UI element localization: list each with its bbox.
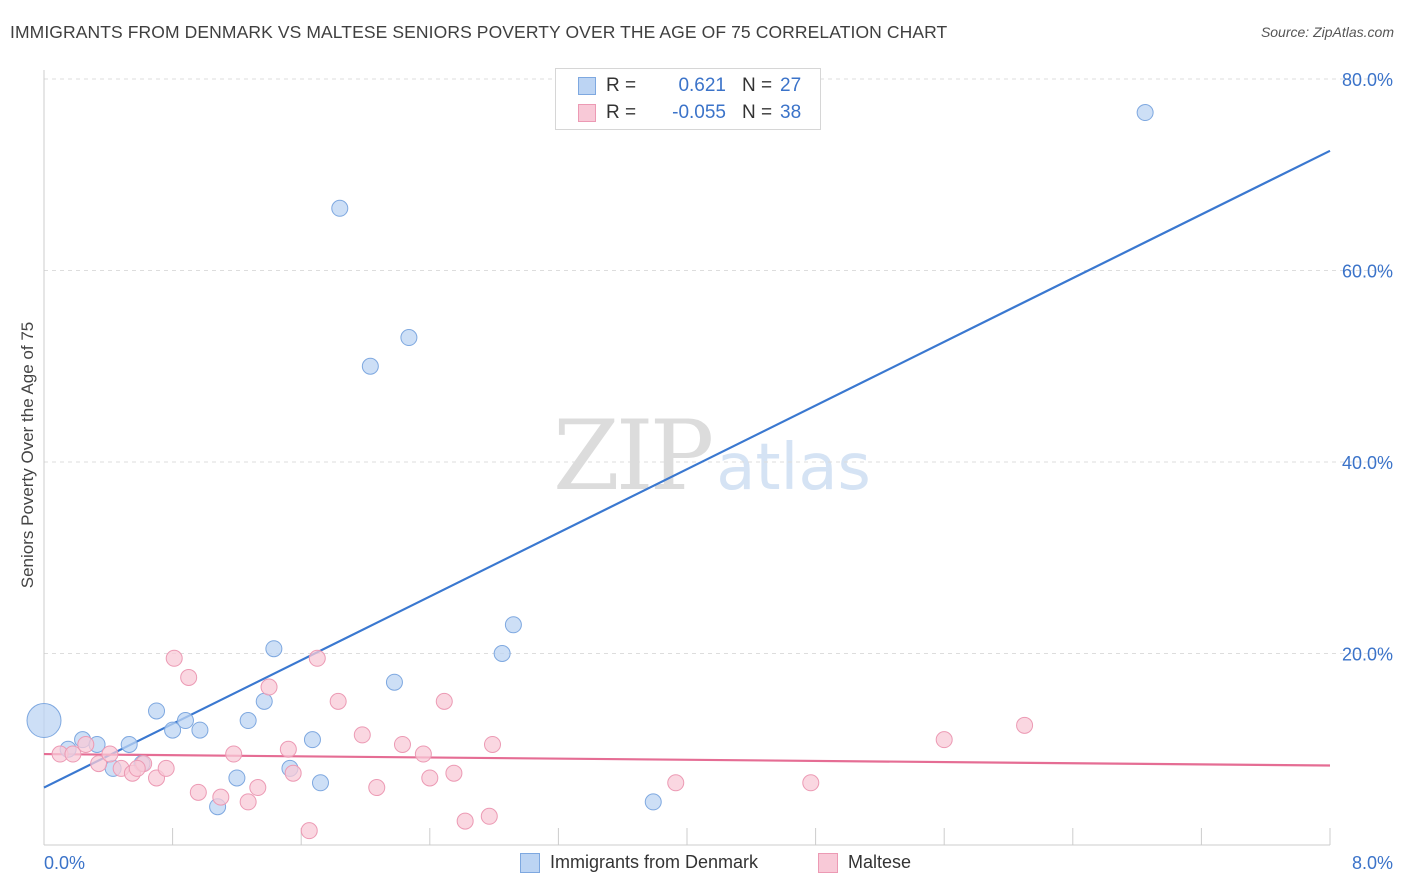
r-label: R =	[606, 102, 637, 123]
n-value: 38	[780, 102, 802, 123]
axes	[43, 70, 1331, 846]
data-point-maltese	[393, 735, 411, 753]
data-point-maltese	[480, 807, 498, 825]
stats-legend: R = 0.621 N = 27 R = -0.055 N = 38	[555, 68, 821, 130]
data-point-maltese	[212, 788, 230, 806]
legend-swatch-pink	[818, 852, 838, 873]
n-value: 27	[780, 75, 802, 96]
data-point-denmark	[164, 721, 182, 739]
data-point-denmark	[239, 712, 257, 730]
grid-lines	[44, 78, 1390, 654]
data-point-denmark	[1136, 104, 1154, 122]
data-point-maltese	[239, 793, 257, 811]
data-point-maltese	[308, 649, 326, 667]
data-point-maltese	[483, 735, 501, 753]
data-point-maltese	[157, 759, 175, 777]
data-point-denmark	[265, 640, 283, 658]
y-tick-label: 40.0%	[1342, 453, 1393, 473]
data-point-maltese	[456, 812, 474, 830]
data-point-maltese	[249, 779, 267, 797]
data-point-denmark	[504, 616, 522, 634]
legend-swatch-pink	[578, 104, 596, 122]
y-tick-label: 60.0%	[1342, 262, 1393, 282]
data-point-maltese	[128, 759, 146, 777]
data-point-maltese	[802, 774, 820, 792]
tick-labels: 20.0% 40.0% 60.0% 80.0% 0.0% 8.0%	[44, 70, 1393, 873]
series-legend: Immigrants from Denmark Maltese	[0, 852, 1406, 876]
data-point-maltese	[353, 726, 371, 744]
trend-lines	[43, 149, 1331, 789]
data-point-maltese	[77, 735, 95, 753]
y-tick-label: 80.0%	[1342, 70, 1393, 90]
data-point-denmark	[120, 735, 138, 753]
stats-legend-row-maltese: R = -0.055 N = 38	[578, 100, 801, 126]
data-point-denmark	[148, 702, 166, 720]
r-value: -0.055	[672, 102, 726, 123]
data-point-maltese	[667, 774, 685, 792]
data-point-maltese	[368, 779, 386, 797]
legend-swatch-blue	[578, 77, 596, 95]
stats-legend-row-denmark: R = 0.621 N = 27	[578, 73, 801, 99]
data-point-denmark	[361, 357, 379, 375]
n-label: N =	[742, 75, 773, 96]
data-point-maltese	[1016, 716, 1034, 734]
data-point-maltese	[189, 783, 207, 801]
data-point-maltese	[64, 745, 82, 763]
data-point-maltese	[260, 678, 278, 696]
y-tick-label: 20.0%	[1342, 645, 1393, 665]
data-point-maltese	[329, 692, 347, 710]
data-point-denmark	[255, 692, 273, 710]
data-point-denmark	[385, 673, 403, 691]
data-point-denmark	[26, 703, 62, 739]
legend-swatch-blue	[520, 852, 540, 873]
data-point-maltese	[180, 668, 198, 686]
data-point-maltese	[445, 764, 463, 782]
data-point-denmark	[400, 329, 418, 347]
trend-line-denmark	[43, 149, 1331, 789]
trend-line-maltese	[43, 752, 1331, 767]
data-point-denmark	[228, 769, 246, 787]
r-label: R =	[606, 75, 637, 96]
data-point-maltese	[90, 755, 108, 773]
data-point-denmark	[331, 199, 349, 217]
data-point-denmark	[493, 645, 511, 662]
n-label: N =	[742, 102, 773, 123]
data-point-denmark	[303, 731, 321, 749]
data-point-maltese	[935, 731, 953, 749]
legend-label: Maltese	[848, 852, 912, 872]
x-tick-label: 0.0%	[44, 853, 85, 873]
data-points	[26, 104, 1154, 840]
data-point-maltese	[435, 692, 453, 710]
source-credit: Source: ZipAtlas.com	[1260, 24, 1394, 40]
data-point-maltese	[225, 745, 243, 763]
legend-item-denmark[interactable]: Immigrants from Denmark	[520, 852, 758, 873]
legend-item-maltese[interactable]: Maltese	[818, 852, 911, 873]
data-point-maltese	[279, 740, 297, 758]
data-point-maltese	[284, 764, 302, 782]
data-point-denmark	[644, 793, 662, 811]
chart-title: IMMIGRANTS FROM DENMARK VS MALTESE SENIO…	[10, 22, 948, 42]
data-point-maltese	[300, 822, 318, 840]
data-point-denmark	[191, 721, 209, 739]
data-point-denmark	[176, 712, 194, 730]
legend-label: Immigrants from Denmark	[550, 852, 759, 872]
data-point-denmark	[311, 774, 329, 792]
data-point-maltese	[165, 649, 183, 667]
data-point-maltese	[421, 769, 439, 787]
data-point-maltese	[414, 745, 432, 763]
data-point-maltese	[101, 745, 119, 763]
x-tick-label: 8.0%	[1352, 853, 1393, 873]
r-value: 0.621	[678, 75, 726, 96]
